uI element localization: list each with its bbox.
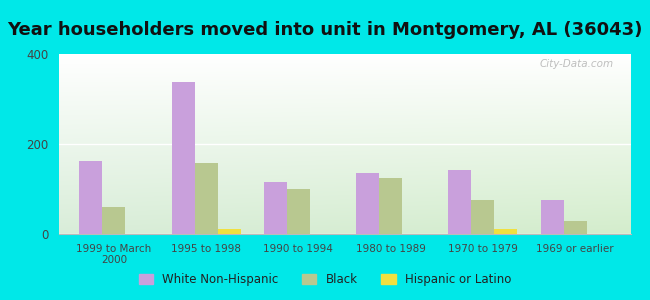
Bar <box>379 178 402 234</box>
Text: City-Data.com: City-Data.com <box>540 59 614 69</box>
Bar <box>102 207 125 234</box>
Bar <box>541 200 564 234</box>
Bar <box>564 220 587 234</box>
Bar <box>172 82 194 234</box>
Bar <box>287 189 310 234</box>
Text: Year householders moved into unit in Montgomery, AL (36043): Year householders moved into unit in Mon… <box>7 21 643 39</box>
Bar <box>356 173 379 234</box>
Bar <box>79 161 102 234</box>
Legend: White Non-Hispanic, Black, Hispanic or Latino: White Non-Hispanic, Black, Hispanic or L… <box>134 269 516 291</box>
Bar <box>194 163 218 234</box>
Bar <box>264 182 287 234</box>
Bar <box>218 229 240 234</box>
Bar <box>495 229 517 234</box>
Bar <box>448 170 471 234</box>
Bar <box>471 200 495 234</box>
